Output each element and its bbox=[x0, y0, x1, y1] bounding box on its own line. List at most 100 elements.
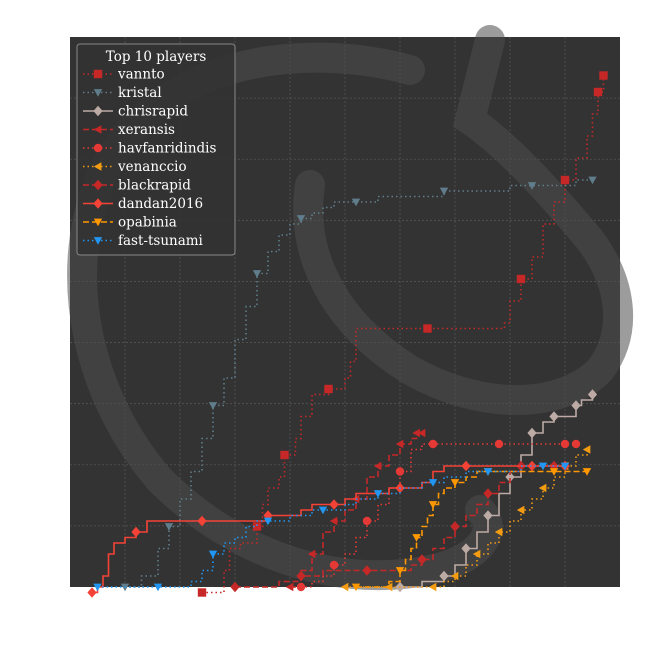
data-point-vannto bbox=[252, 522, 262, 531]
data-point-blackrapid bbox=[417, 554, 427, 565]
data-point-kristal bbox=[527, 182, 537, 190]
data-point-fast-tsunami bbox=[93, 583, 102, 592]
legend-entry-venanccio: venanccio bbox=[83, 159, 187, 175]
series-vannto bbox=[197, 71, 608, 597]
data-point-dandan2016 bbox=[329, 499, 339, 510]
data-point-vannto bbox=[599, 71, 608, 80]
series-line-fast-tsunami bbox=[97, 465, 565, 588]
data-point-xeransis bbox=[395, 439, 404, 449]
data-point-fast-tsunami bbox=[538, 462, 548, 471]
data-point-xeransis bbox=[412, 428, 420, 438]
series-line-opabinia bbox=[356, 470, 587, 588]
data-point-havfanridindis bbox=[362, 516, 372, 526]
data-point-havfanridindis bbox=[560, 439, 570, 449]
legend-label: havfanridindis bbox=[118, 141, 216, 157]
legend: Top 10 players vannto kristal chrisrapid xer… bbox=[76, 43, 236, 256]
data-point-kristal bbox=[208, 402, 218, 410]
legend-entry-havfanridindis: havfanridindis bbox=[83, 141, 216, 157]
legend-swatch-marker bbox=[93, 89, 103, 97]
legend-entry-vannto: vannto bbox=[83, 67, 165, 83]
data-point-dandan2016 bbox=[461, 460, 471, 472]
legend-swatch-marker bbox=[93, 69, 103, 79]
data-point-vannto bbox=[593, 87, 603, 97]
legend-swatch-marker bbox=[93, 237, 103, 245]
data-point-chrisrapid bbox=[439, 570, 449, 582]
data-point-havfanridindis bbox=[395, 467, 405, 476]
data-point-blackrapid bbox=[450, 521, 460, 532]
legend-entry-blackrapid: blackrapid bbox=[83, 178, 191, 194]
data-point-venanccio bbox=[538, 483, 547, 493]
data-point-fast-tsunami bbox=[318, 506, 328, 515]
data-point-vannto bbox=[423, 324, 432, 333]
legend-label: fast-tsunami bbox=[118, 233, 204, 249]
data-point-fast-tsunami bbox=[373, 490, 383, 498]
data-point-xeransis bbox=[417, 428, 426, 438]
data-point-kristal bbox=[252, 270, 262, 278]
data-point-venanccio bbox=[582, 445, 591, 454]
data-point-fast-tsunami bbox=[153, 583, 163, 592]
legend-label: venanccio bbox=[117, 159, 187, 175]
data-point-opabinia bbox=[450, 479, 460, 487]
data-point-dandan2016 bbox=[131, 526, 141, 538]
legend-label: vannto bbox=[117, 67, 165, 83]
data-point-blackrapid bbox=[230, 581, 240, 593]
legend-label: opabinia bbox=[118, 215, 177, 231]
series-xeransis bbox=[285, 428, 426, 592]
data-point-vannto bbox=[197, 588, 207, 597]
data-point-havfanridindis bbox=[296, 582, 306, 592]
legend-title: Top 10 players bbox=[106, 49, 207, 65]
data-point-kristal bbox=[296, 215, 306, 223]
data-point-dandan2016 bbox=[527, 460, 537, 472]
data-point-fast-tsunami bbox=[208, 550, 218, 559]
legend-label: kristal bbox=[118, 85, 162, 101]
data-point-venanccio bbox=[494, 527, 503, 537]
data-point-opabinia bbox=[582, 468, 592, 476]
legend-label: dandan2016 bbox=[118, 196, 203, 212]
legend-swatch-marker bbox=[93, 218, 103, 227]
legend-label: xeransis bbox=[118, 122, 175, 138]
data-point-xeransis bbox=[329, 516, 338, 526]
data-point-fast-tsunami bbox=[560, 462, 570, 471]
data-point-opabinia bbox=[412, 534, 421, 542]
data-point-chrisrapid bbox=[461, 543, 471, 554]
series-kristal bbox=[120, 176, 597, 592]
data-point-chrisrapid bbox=[505, 471, 515, 483]
legend-entry-fast-tsunami: fast-tsunami bbox=[83, 233, 204, 249]
data-point-xeransis bbox=[285, 582, 294, 592]
data-point-opabinia bbox=[549, 468, 559, 476]
legend-swatch-marker bbox=[93, 162, 102, 171]
data-point-chrisrapid bbox=[483, 510, 493, 521]
data-point-fast-tsunami bbox=[428, 479, 438, 487]
data-point-venanccio bbox=[428, 582, 437, 592]
data-point-venanccio bbox=[450, 571, 459, 581]
data-point-havfanridindis bbox=[571, 439, 581, 449]
data-point-chrisrapid bbox=[549, 411, 559, 422]
data-point-venanccio bbox=[472, 549, 481, 559]
data-point-chrisrapid bbox=[571, 400, 581, 411]
series-line-vannto bbox=[202, 75, 605, 594]
legend-label: chrisrapid bbox=[118, 104, 188, 120]
data-point-havfanridindis bbox=[494, 439, 504, 449]
data-point-venanccio bbox=[340, 582, 349, 592]
legend-swatch-marker bbox=[93, 143, 103, 153]
data-point-vannto bbox=[280, 450, 289, 460]
legend-box bbox=[76, 43, 236, 256]
data-point-blackrapid bbox=[362, 565, 372, 576]
series-line-dandan2016 bbox=[92, 465, 565, 594]
legend-entry-xeransis: xeransis bbox=[83, 122, 175, 138]
data-point-blackrapid bbox=[483, 488, 493, 499]
data-point-vannto bbox=[560, 175, 570, 185]
legend-swatch-marker bbox=[93, 198, 103, 209]
legend-swatch-marker bbox=[93, 179, 103, 191]
data-point-dandan2016 bbox=[87, 587, 97, 598]
data-point-fast-tsunami bbox=[263, 517, 273, 526]
data-point-venanccio bbox=[516, 505, 525, 515]
data-point-vannto bbox=[516, 274, 526, 284]
data-point-vannto bbox=[324, 384, 333, 394]
legend-swatch-marker bbox=[93, 125, 102, 134]
series-fast-tsunami bbox=[93, 462, 570, 592]
data-point-xeransis bbox=[307, 549, 316, 559]
data-point-kristal bbox=[588, 176, 597, 185]
data-point-havfanridindis bbox=[428, 439, 438, 449]
legend-entry-dandan2016: dandan2016 bbox=[83, 196, 203, 212]
